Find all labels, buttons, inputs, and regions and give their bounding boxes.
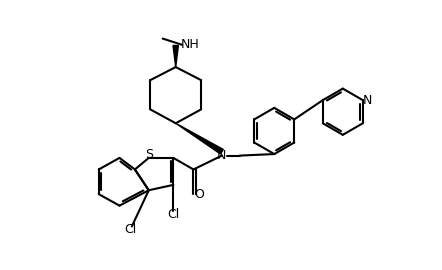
Polygon shape <box>176 123 223 154</box>
Text: Cl: Cl <box>167 208 179 221</box>
Text: N: N <box>363 94 372 107</box>
Text: O: O <box>194 188 205 201</box>
Text: Cl: Cl <box>124 223 137 236</box>
Text: NH: NH <box>181 38 200 51</box>
Polygon shape <box>173 45 179 67</box>
Text: N: N <box>217 149 227 162</box>
Text: S: S <box>145 148 153 161</box>
